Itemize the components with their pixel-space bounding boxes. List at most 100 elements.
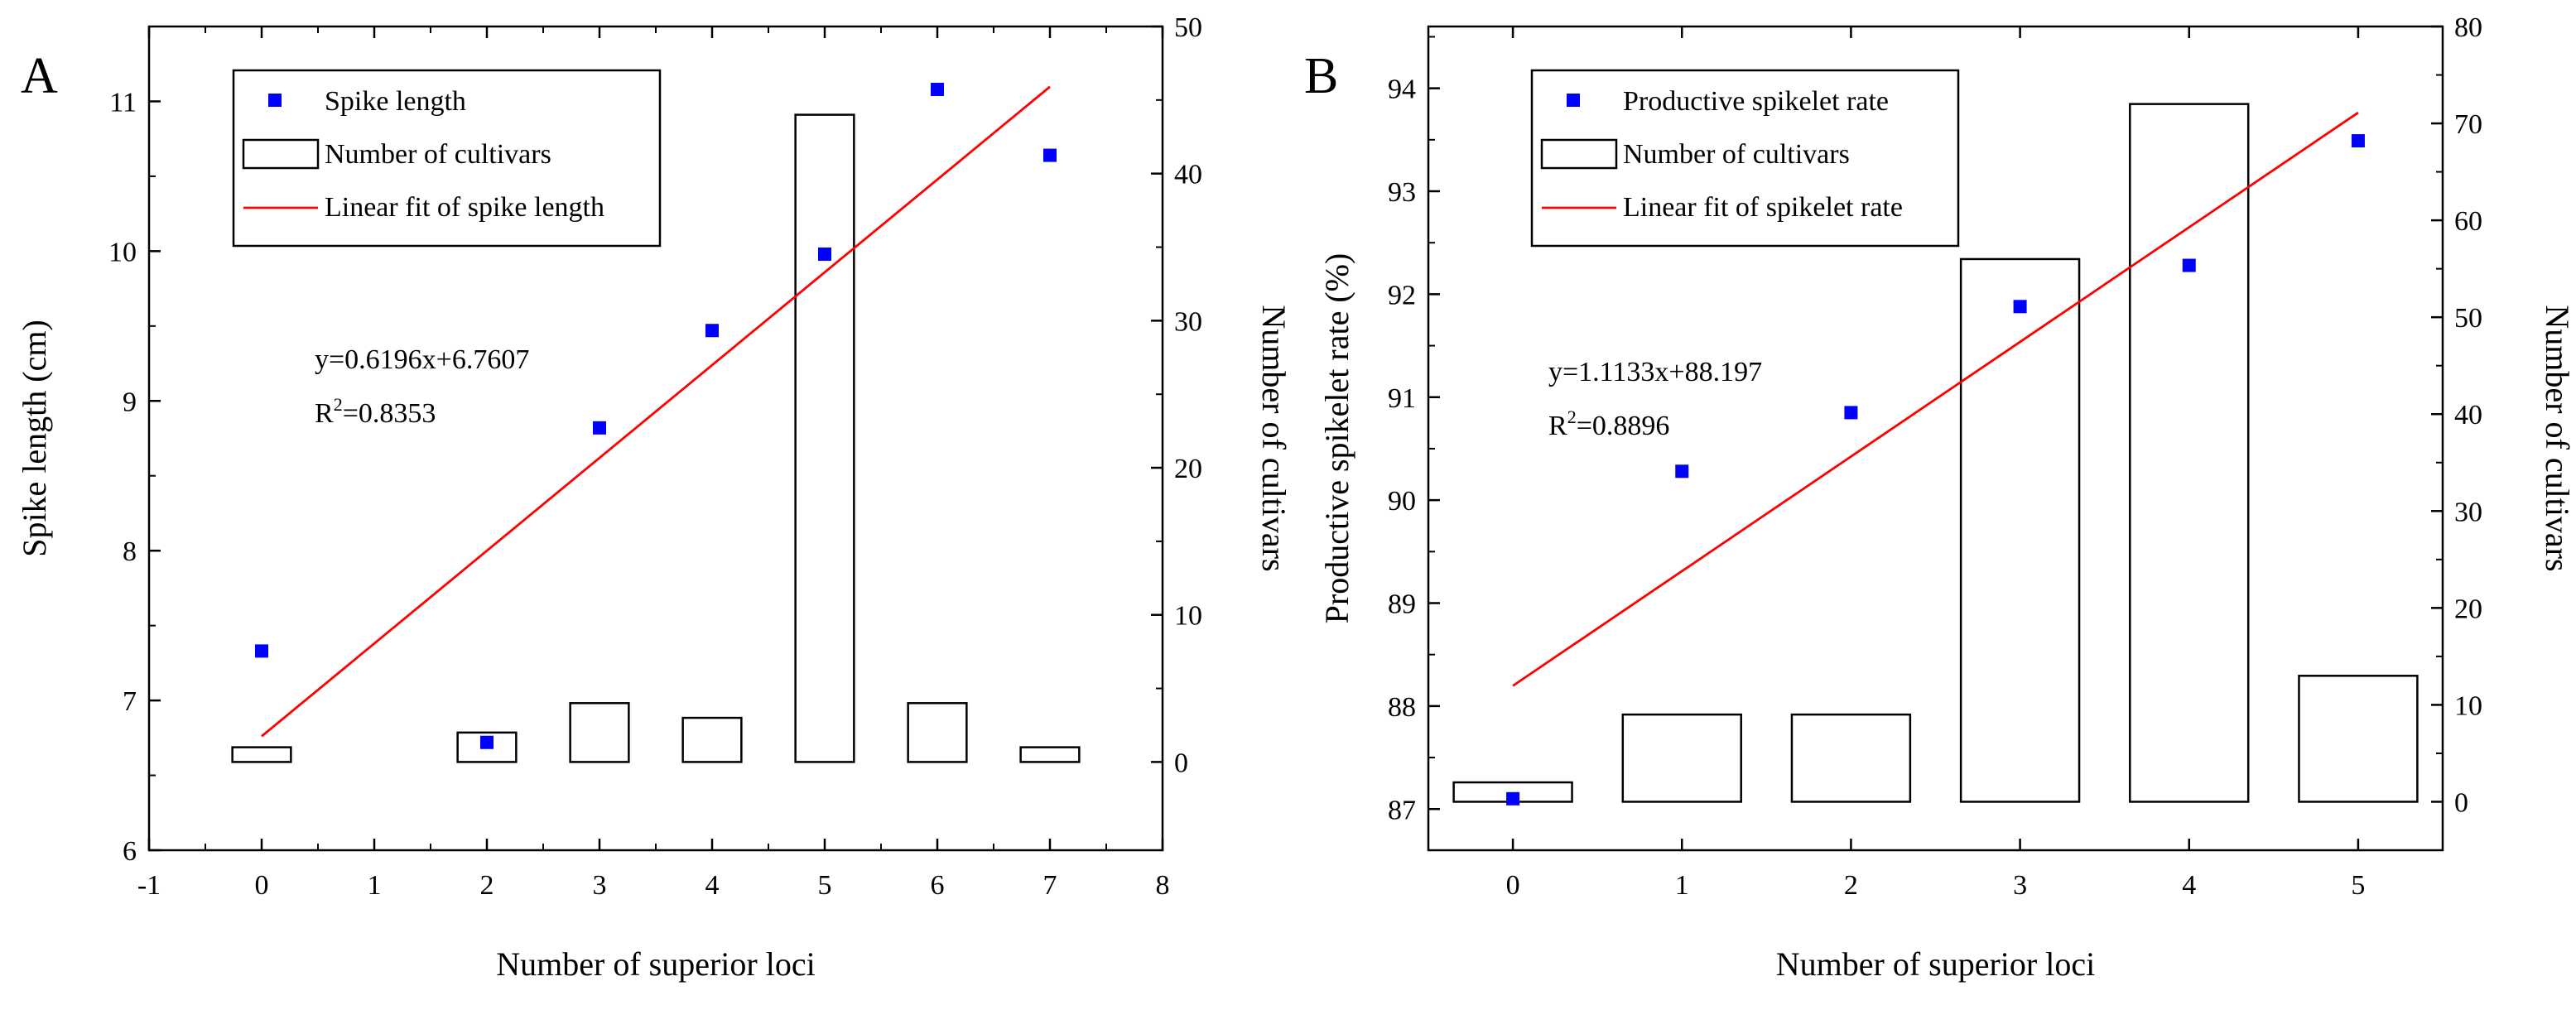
y-left-tick-label: 91 xyxy=(1388,383,1416,414)
x-tick-label: 0 xyxy=(255,870,269,901)
cultivar-bar xyxy=(1790,713,1912,803)
legend-fit-label: Linear fit of spike length xyxy=(325,192,604,223)
x-tick-label: 2 xyxy=(1844,870,1858,901)
x-tick-label: 8 xyxy=(1156,870,1170,901)
r-squared-r: R xyxy=(315,398,334,429)
legend-bar-marker xyxy=(242,138,320,170)
y-right-tick-label: 20 xyxy=(2454,594,2482,624)
x-tick-label: 4 xyxy=(705,870,720,901)
y-left-tick-label: 90 xyxy=(1388,486,1416,517)
x-axis-label: Number of superior loci xyxy=(496,945,815,983)
r-squared-value: =0.8353 xyxy=(343,398,436,429)
y-left-tick-label: 8 xyxy=(123,536,137,567)
cultivar-bar xyxy=(456,731,518,763)
y-left-tick-label: 92 xyxy=(1388,280,1416,310)
y-left-tick-label: 87 xyxy=(1388,795,1416,825)
plot-frame xyxy=(1427,25,2444,852)
y-right-tick-label: 60 xyxy=(2454,206,2482,237)
y-right-tick-label: 40 xyxy=(1174,160,1202,190)
legend-scatter-marker xyxy=(1567,94,1580,107)
scatter-point xyxy=(1844,406,1858,420)
scatter-point xyxy=(818,247,831,261)
scatter-point xyxy=(705,324,719,338)
y-right-tick-label: 0 xyxy=(1174,748,1188,778)
fit-equation: y=1.1133x+88.197 xyxy=(1548,357,1762,387)
cultivar-bar xyxy=(1959,257,2081,803)
legend-bar-marker xyxy=(1540,138,1618,170)
chart-panel-B: 0 1 2 3 4 5 87 88 89 90 91 92 93 94 0 10 20 30 40 50 60 70 80 N… xyxy=(1304,12,2576,983)
legend-scatter-label: Spike length xyxy=(325,86,466,117)
r-squared-sup: 2 xyxy=(1567,406,1577,427)
cultivar-bar xyxy=(231,746,292,763)
y-right-tick-label: 30 xyxy=(1174,306,1202,337)
y-right-tick-label: 10 xyxy=(1174,601,1202,632)
r-squared-r: R xyxy=(1548,411,1567,441)
x-tick-label: 7 xyxy=(1043,870,1057,901)
x-tick-label: 6 xyxy=(931,870,945,901)
cultivar-bar xyxy=(1621,713,1742,803)
cultivar-bar xyxy=(2129,103,2250,803)
y-left-tick-label: 93 xyxy=(1388,177,1416,208)
y-left-tick-label: 11 xyxy=(109,87,137,118)
y-left-tick-label: 7 xyxy=(123,686,137,717)
cultivar-bar xyxy=(1019,746,1081,763)
scatter-point xyxy=(2013,300,2027,314)
cultivar-bar xyxy=(569,702,630,763)
x-tick-label: 1 xyxy=(1675,870,1689,901)
y-left-axis-label: Spike length (cm) xyxy=(16,320,53,557)
cultivar-bar xyxy=(907,702,968,763)
cultivar-bar xyxy=(2298,675,2419,803)
x-tick-label: 3 xyxy=(593,870,607,901)
y-right-axis-label: Number of cultivars xyxy=(2539,305,2576,571)
legend-bar-label: Number of cultivars xyxy=(1623,139,1850,170)
scatter-point xyxy=(255,644,268,658)
legend-fit-label: Linear fit of spikelet rate xyxy=(1623,192,1903,223)
linear-fit-line xyxy=(1512,111,2359,687)
r-squared-value: =0.8896 xyxy=(1577,411,1670,441)
y-right-tick-label: 10 xyxy=(2454,690,2482,721)
x-tick-label: 5 xyxy=(2351,870,2365,901)
scatter-point xyxy=(2351,134,2365,148)
y-right-tick-label: 30 xyxy=(2454,497,2482,527)
y-left-tick-label: 88 xyxy=(1388,692,1416,723)
r-squared-sup: 2 xyxy=(334,394,343,415)
scatter-point xyxy=(1506,791,1520,806)
r-squared: R2=0.8896 xyxy=(1548,406,1669,441)
x-tick-label: 0 xyxy=(1506,870,1520,901)
y-left-tick-label: 89 xyxy=(1388,589,1416,620)
y-right-tick-label: 20 xyxy=(1174,454,1202,484)
panel-label: A xyxy=(21,48,58,104)
legend-box xyxy=(1530,69,1960,248)
chart-panel-A: -1 0 1 2 3 4 5 6 7 8 6 7 8 9 10 11 0 10 20 30 40 50 Number of … xyxy=(16,12,1293,983)
x-tick-label: 5 xyxy=(818,870,832,901)
scatter-point xyxy=(593,421,606,435)
y-right-tick-label: 50 xyxy=(2454,303,2482,334)
cultivar-bar xyxy=(794,113,855,763)
scatter-point xyxy=(1675,464,1689,479)
y-right-tick-label: 0 xyxy=(2454,787,2468,818)
y-right-tick-label: 70 xyxy=(2454,109,2482,140)
y-left-tick-label: 10 xyxy=(108,237,137,267)
legend-bar-label: Number of cultivars xyxy=(325,139,551,170)
y-right-axis-label: Number of cultivars xyxy=(1255,305,1293,571)
y-right-tick-label: 80 xyxy=(2454,12,2482,43)
fit-equation: y=0.6196x+6.7607 xyxy=(315,344,529,375)
scatter-point xyxy=(480,735,494,749)
y-left-tick-label: 9 xyxy=(123,387,137,417)
x-tick-label: 4 xyxy=(2182,870,2196,901)
y-left-axis-label: Productive spikelet rate (%) xyxy=(1318,253,1355,624)
y-right-tick-label: 40 xyxy=(2454,400,2482,430)
x-tick-label: 1 xyxy=(368,870,382,901)
legend-scatter-label: Productive spikelet rate xyxy=(1623,86,1889,117)
y-left-tick-label: 6 xyxy=(123,836,137,867)
legend-box xyxy=(232,69,662,248)
y-right-tick-label: 50 xyxy=(1174,12,1202,43)
x-axis-label: Number of superior loci xyxy=(1776,945,2095,983)
scatter-point xyxy=(931,82,944,96)
panel-label: B xyxy=(1304,48,1338,104)
scatter-point xyxy=(2182,258,2196,272)
linear-fit-line xyxy=(261,85,1051,738)
x-tick-label: 2 xyxy=(480,870,494,901)
legend-scatter-marker xyxy=(268,94,282,107)
